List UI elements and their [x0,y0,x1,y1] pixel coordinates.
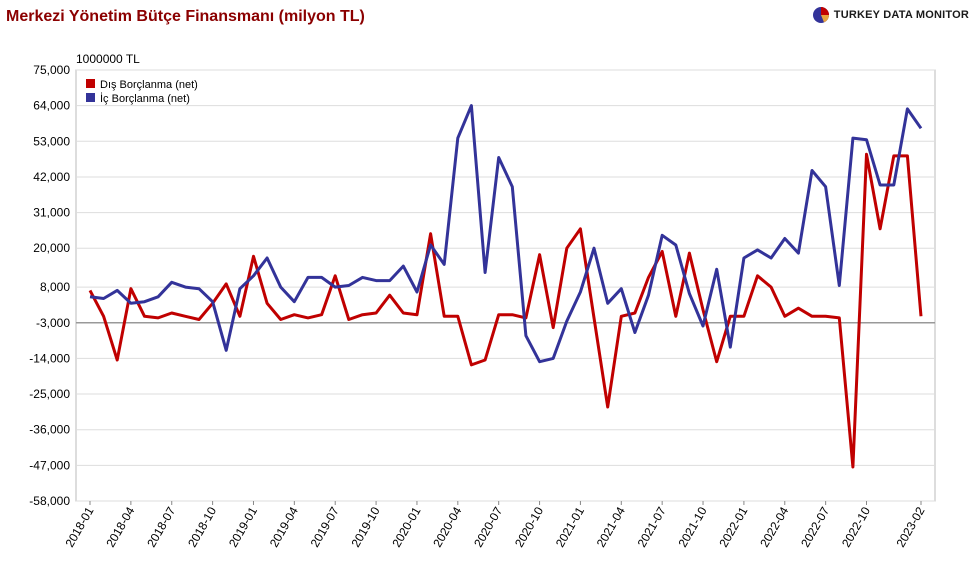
series-lines [88,104,923,469]
x-tick-label: 2019-07 [308,504,342,549]
y-unit-label: 1000000 TL [76,52,140,66]
x-tick-label: 2018-10 [185,504,219,549]
x-tick-label: 2020-01 [389,504,423,549]
x-tick-label: 2021-10 [675,504,709,549]
legend-swatch-dis [86,79,95,88]
legend-label-dis: Dış Borçlanma (net) [100,79,198,91]
x-tick-label: 2019-01 [226,504,260,549]
y-tick-label: 8,000 [40,280,70,294]
x-tick-label: 2022-01 [716,504,750,549]
brand-logo: TURKEY DATA MONITOR [812,6,969,24]
dis-borclanma-line [88,152,923,469]
y-tick-label: -25,000 [29,387,70,401]
x-tick-label: 2022-07 [798,504,832,549]
y-tick-label: 64,000 [33,99,70,113]
brand-name: TURKEY DATA MONITOR [833,9,969,21]
y-tick-label: -14,000 [29,351,70,365]
legend-swatch-ic [86,93,95,102]
x-tick-label: 2018-04 [103,504,137,549]
y-tick-label: 53,000 [33,134,70,148]
pie-logo-icon [812,7,829,23]
x-axis: 2018-01 2018-04 2018-07 2018-10 2019-01 2019-… [62,501,928,550]
x-tick-label: 2022-10 [839,504,873,549]
x-tick-label: 2018-01 [62,504,96,549]
y-tick-label: -47,000 [29,458,70,472]
y-axis: 75,000 64,000 53,000 42,000 31,000 20,000 8,00… [29,63,70,508]
x-tick-label: 2020-10 [512,504,546,549]
y-tick-label: -36,000 [29,423,70,437]
x-tick-label: 2018-07 [144,504,178,549]
x-tick-label: 2019-10 [349,504,383,549]
x-tick-label: 2022-04 [757,504,791,549]
x-tick-label: 2021-04 [594,504,628,549]
x-tick-label: 2019-04 [267,504,301,549]
x-tick-label: 2021-01 [553,504,587,549]
gridlines [76,69,935,502]
x-tick-label: 2021-07 [635,504,669,549]
x-tick-label: 2020-04 [430,504,464,549]
legend-label-ic: İç Borçlanma (net) [100,92,190,105]
y-tick-label: -58,000 [29,494,70,508]
y-tick-label: 20,000 [33,241,70,255]
y-tick-label: 42,000 [33,170,70,184]
plot-area [75,69,936,502]
y-tick-label: -3,000 [36,316,70,330]
legend[interactable]: Dış Borçlanma (net) İç Borçlanma (net) [86,79,198,105]
chart-title: Merkezi Yönetim Bütçe Finansmanı (milyon… [6,8,365,25]
x-tick-label: 2023-02 [893,504,927,549]
y-tick-label: 31,000 [33,206,70,220]
x-tick-label: 2020-07 [471,504,505,549]
ic-borclanma-line [89,104,923,364]
y-tick-label: 75,000 [33,63,70,77]
